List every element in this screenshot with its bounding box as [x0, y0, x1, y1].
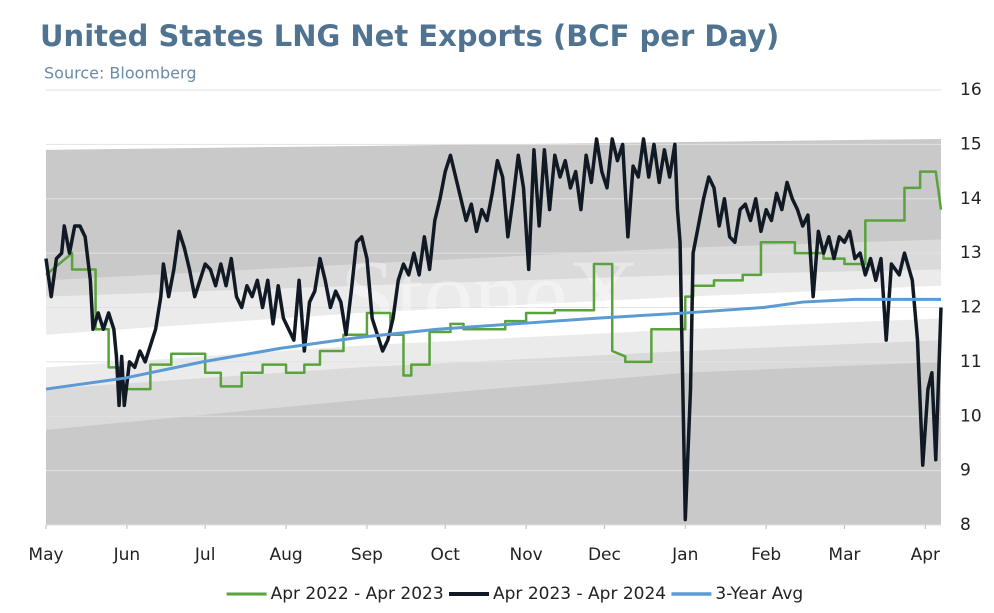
y-tick-label: 16	[960, 80, 982, 100]
x-tick-label: Jan	[671, 545, 698, 565]
y-tick-label: 11	[960, 352, 982, 372]
x-tick-label: Mar	[828, 545, 860, 565]
x-tick-label: Aug	[269, 545, 302, 565]
x-tick-label: May	[28, 545, 63, 565]
legend-label: Apr 2022 - Apr 2023	[271, 584, 444, 604]
y-tick-label: 9	[960, 461, 971, 481]
legend: Apr 2022 - Apr 2023 Apr 2023 - Apr 2024 3-…	[226, 584, 803, 604]
series-line	[45, 170, 943, 391]
y-tick-label: 10	[960, 406, 982, 426]
x-tick-label: Nov	[510, 545, 543, 565]
legend-label: Apr 2023 - Apr 2024	[493, 584, 666, 604]
y-tick-label: 13	[960, 243, 982, 263]
axes: 8 9 10 11 12 13 14 15 16 May Jun Jul Aug Sep Oct Nov Dec…	[28, 80, 981, 565]
grid	[46, 89, 941, 526]
y-tick-label: 12	[960, 298, 982, 318]
x-tick-label: Apr	[911, 545, 940, 565]
y-tick-label: 15	[960, 134, 982, 154]
x-tick-label: Jul	[194, 545, 216, 565]
x-tick-label: Dec	[588, 545, 621, 565]
legend-label: 3-Year Avg	[715, 584, 803, 604]
series-line	[45, 297, 941, 391]
x-tick-label: Feb	[751, 545, 781, 565]
series-line	[44, 137, 943, 522]
x-tick-label: Jun	[113, 545, 141, 565]
x-tick-label: Oct	[431, 545, 461, 565]
chart-title: United States LNG Net Exports (BCF per D…	[40, 19, 779, 53]
y-tick-label: 14	[960, 189, 982, 209]
lines	[44, 137, 943, 522]
y-tick-label: 8	[960, 515, 971, 535]
chart-subtitle: Source: Bloomberg	[44, 64, 196, 83]
x-tick-label: Sep	[351, 545, 383, 565]
